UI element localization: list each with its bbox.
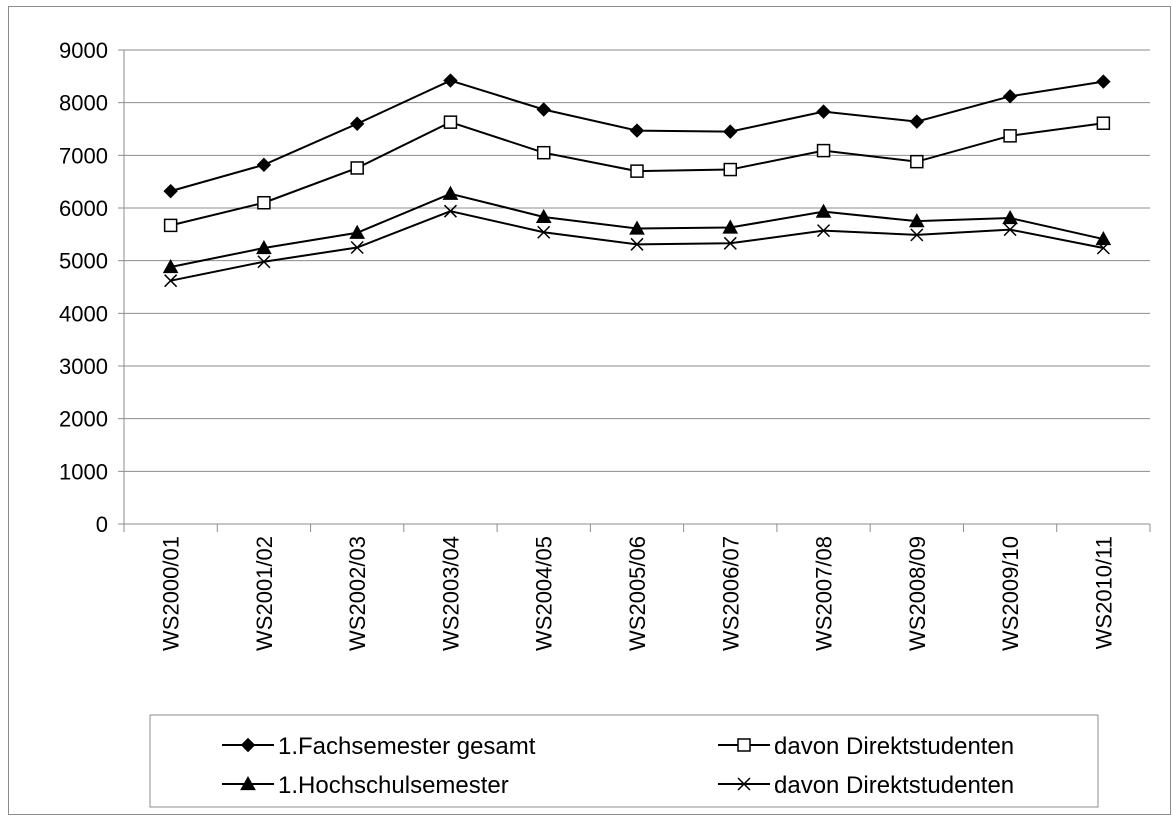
legend-label: 1.Fachsemester gesamt	[278, 733, 536, 760]
y-tick-label: 6000	[59, 196, 108, 221]
data-point	[350, 240, 364, 255]
data-point	[816, 104, 831, 119]
series-lines	[162, 73, 1112, 288]
x-tick-label: WS2002/03	[345, 536, 370, 651]
data-point	[1096, 241, 1110, 255]
legend-item: davon Direktstudenten	[718, 733, 1014, 760]
legend-marker	[240, 737, 256, 753]
x-marker-stroke	[723, 236, 737, 250]
data-point	[630, 237, 644, 251]
data-point	[909, 114, 925, 129]
data-point	[536, 145, 551, 160]
legend-label: 1.Hochschulsemester	[278, 772, 509, 799]
legend-item: davon Direktstudenten	[718, 772, 1014, 799]
data-point	[1002, 209, 1018, 225]
x-marker-stroke	[537, 225, 551, 239]
y-tick-label: 4000	[59, 301, 108, 326]
y-tick-label: 3000	[59, 354, 108, 379]
data-point	[722, 219, 739, 234]
y-tick-label: 9000	[59, 38, 108, 63]
data-point	[443, 115, 458, 129]
x-tick-label: WS2000/01	[159, 536, 184, 651]
data-point	[1095, 231, 1112, 246]
data-point	[164, 274, 178, 288]
x-tick-label: WS2008/09	[905, 536, 930, 651]
legend-box	[149, 714, 1099, 808]
data-point	[629, 220, 645, 235]
data-point	[910, 228, 924, 242]
x-tick-label: WS2005/06	[625, 536, 650, 651]
chart-area	[8, 6, 1171, 815]
legend-label: davon Direktstudenten	[774, 772, 1014, 799]
data-point	[815, 203, 832, 218]
y-tick-label: 2000	[59, 407, 108, 432]
data-point	[349, 224, 366, 239]
x-tick-label: WS2007/08	[812, 536, 837, 651]
data-point	[442, 185, 459, 200]
y-tick-label: 8000	[59, 91, 108, 116]
legend-label: davon Direktstudenten	[774, 733, 1014, 760]
data-point	[1096, 116, 1111, 130]
x-marker-stroke	[257, 255, 271, 269]
gridlines	[124, 49, 1150, 472]
x-marker-stroke	[350, 240, 364, 255]
legend-item: 1.Fachsemester gesamt	[222, 733, 536, 760]
legend-marker	[240, 775, 256, 791]
data-point	[723, 162, 738, 177]
data-point	[443, 73, 458, 88]
data-point	[1003, 223, 1017, 237]
data-point	[257, 255, 271, 269]
data-point	[816, 143, 831, 158]
x-marker-stroke	[1096, 241, 1110, 255]
data-point	[910, 154, 924, 169]
data-point	[163, 218, 178, 233]
data-point	[256, 239, 272, 255]
data-point	[630, 164, 644, 178]
data-point	[535, 208, 552, 224]
x-tick-label: WS2001/02	[252, 536, 277, 651]
data-point	[723, 236, 737, 250]
data-point	[629, 123, 645, 138]
x-tick-label: WS2003/04	[438, 536, 463, 651]
data-point	[908, 213, 925, 228]
data-point	[1003, 129, 1017, 143]
x-marker-stroke	[630, 237, 644, 251]
data-point	[163, 183, 178, 199]
data-point	[256, 157, 272, 173]
x-marker-stroke	[164, 274, 178, 288]
data-point	[443, 204, 457, 218]
x-tick-label: WS2010/11	[1091, 536, 1116, 649]
x-marker-stroke	[443, 204, 457, 218]
x-marker-stroke	[910, 228, 924, 242]
x-tick-label: WS2009/10	[998, 536, 1023, 651]
data-point	[537, 225, 551, 239]
x-marker-stroke	[817, 224, 831, 238]
legend-marker	[737, 777, 751, 791]
x-marker-stroke	[1003, 223, 1017, 237]
y-tick-label: 1000	[59, 459, 108, 484]
x-marker-stroke	[737, 777, 751, 791]
axes: 0 1000 2000 3000 4000 5000 6000 7000 8000 9000 WS2…	[59, 38, 1151, 651]
data-point	[723, 124, 738, 139]
y-tick-label: 5000	[59, 249, 108, 274]
data-point	[257, 195, 271, 210]
data-point	[349, 116, 365, 131]
data-point	[1002, 89, 1018, 104]
x-tick-label: WS2006/07	[718, 536, 743, 651]
x-tick-label: WS2004/05	[532, 536, 557, 651]
legend-item: 1.Hochschulsemester	[222, 772, 509, 799]
data-point	[1096, 74, 1111, 89]
y-tick-label: 0	[96, 512, 108, 537]
data-point	[162, 258, 179, 274]
data-point	[350, 161, 364, 175]
legend-marker	[737, 738, 751, 752]
data-point	[817, 224, 831, 238]
y-tick-label: 7000	[59, 143, 108, 168]
legend: 1.Fachsemester gesamt davon Direktstudent…	[149, 714, 1099, 808]
data-point	[536, 102, 551, 117]
